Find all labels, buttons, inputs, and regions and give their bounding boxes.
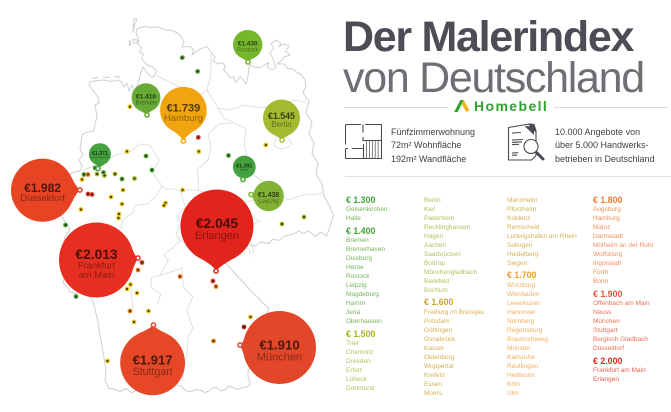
svg-text:Erlangen: Erlangen — [195, 230, 239, 242]
svg-text:€1.545: €1.545 — [268, 111, 295, 121]
svg-text:€1.910: €1.910 — [259, 337, 299, 352]
svg-text:€1.410: €1.410 — [136, 93, 156, 100]
svg-text:Berlin: Berlin — [271, 120, 291, 129]
svg-text:€1.391: €1.391 — [236, 164, 252, 170]
svg-text:Halle: Halle — [240, 168, 248, 172]
svg-text:€1.917: €1.917 — [133, 352, 173, 367]
svg-text:Düsseldorf: Düsseldorf — [20, 193, 65, 203]
svg-text:Stuttgart: Stuttgart — [133, 366, 173, 378]
svg-text:München: München — [257, 351, 302, 363]
svg-text:€2.013: €2.013 — [75, 247, 118, 262]
svg-text:€1.430: €1.430 — [238, 40, 258, 47]
svg-text:Hamburg: Hamburg — [164, 113, 203, 124]
svg-text:am Main: am Main — [79, 270, 115, 280]
svg-text:Gelsenkirchen: Gelsenkirchen — [90, 155, 110, 159]
svg-text:€1.371: €1.371 — [92, 151, 108, 157]
svg-text:€1.739: €1.739 — [167, 102, 201, 114]
svg-text:€2.045: €2.045 — [196, 216, 239, 231]
svg-text:Frankfurt: Frankfurt — [78, 261, 116, 271]
svg-text:Rostock: Rostock — [237, 47, 260, 53]
svg-text:Bremen: Bremen — [135, 100, 156, 106]
svg-text:Leipzig: Leipzig — [258, 198, 279, 205]
svg-text:€1.438: €1.438 — [258, 192, 280, 199]
svg-text:€1.982: €1.982 — [24, 181, 61, 195]
